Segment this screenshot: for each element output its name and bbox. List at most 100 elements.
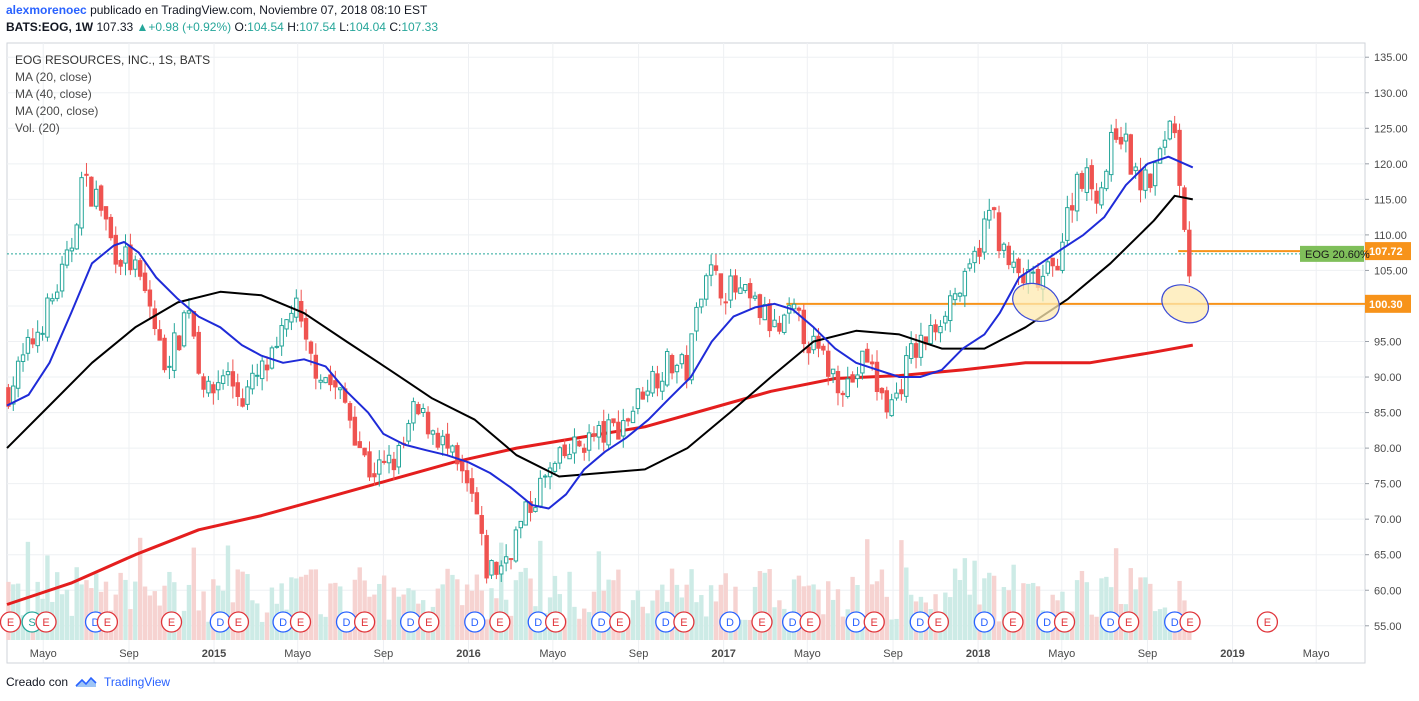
high-label: H: (287, 20, 300, 34)
legend-ma200[interactable]: MA (200, close) (15, 104, 99, 118)
volume-bar (157, 605, 162, 640)
tradingview-link[interactable]: TradingView (104, 675, 171, 689)
candle-body (874, 361, 880, 393)
candle-body (79, 177, 84, 229)
candle-body (220, 375, 226, 384)
volume-bar (103, 581, 109, 640)
volume-bar (142, 586, 148, 640)
candle-body (1118, 136, 1124, 145)
candle-body (879, 387, 885, 394)
chart-frame (6, 42, 1366, 664)
event-marker-label: D (343, 617, 351, 629)
event-marker (544, 611, 567, 633)
event-marker-label: E (1264, 617, 1271, 629)
candle-body (137, 260, 143, 277)
candle-body (586, 432, 592, 451)
candle-body (962, 270, 968, 297)
candle-body (855, 374, 860, 380)
volume-bar (1084, 582, 1090, 640)
candle-body (704, 275, 709, 300)
candle-body (601, 421, 606, 443)
candle-body (928, 324, 933, 345)
volume-bar (313, 569, 319, 640)
candle-body (103, 206, 109, 220)
volume-bar (474, 574, 480, 640)
legend-ma40[interactable]: MA (40, close) (15, 87, 92, 101)
candle-body (557, 447, 563, 464)
candle-body (562, 444, 567, 457)
candle-body (743, 284, 748, 291)
candle-body (1069, 205, 1075, 211)
volume-bar (757, 571, 763, 640)
candle-body (640, 391, 645, 400)
candle-body (74, 224, 79, 250)
volume-bar (640, 606, 645, 640)
volume-bar (611, 580, 616, 640)
level-tag: 107.72 (1369, 246, 1403, 258)
ohlc-line: BATS:EOG, 1W 107.33 ▲+0.98 (+0.92%) O:10… (6, 19, 1406, 36)
event-marker (227, 611, 250, 633)
candle-body (826, 350, 831, 377)
author-link[interactable]: alexmorenoec (6, 3, 87, 17)
volume-bar (850, 576, 855, 640)
legend-ma20[interactable]: MA (20, close) (15, 70, 92, 84)
volume-bar (738, 619, 743, 640)
candle-body (147, 289, 153, 307)
candle-body (157, 329, 162, 341)
volume-bar (884, 596, 889, 640)
candle-body (133, 259, 138, 270)
candle-body (1123, 133, 1129, 142)
candle-body (894, 392, 899, 399)
volume-bar (1011, 564, 1016, 640)
volume-bar (118, 572, 123, 640)
candle-body (503, 556, 509, 564)
candle-body (1148, 173, 1153, 188)
event-marker-label: E (1009, 617, 1016, 629)
candle-body (235, 382, 240, 397)
volume-bar (54, 572, 60, 640)
candle-body (782, 314, 787, 333)
event-marker-label: D (852, 617, 860, 629)
volume-bar (865, 539, 870, 640)
y-tick-label: 70.00 (1374, 514, 1402, 526)
volume-bar (1152, 611, 1158, 640)
volume-bar (298, 576, 304, 640)
candle-body (777, 322, 782, 332)
price-axis[interactable]: 55.00 60.00 65.00 70.00 75.00 80.00 85.00 90.00… (1365, 52, 1408, 633)
y-tick-label: 115.00 (1374, 194, 1407, 206)
volume-bar (752, 586, 758, 640)
volume-bar (255, 603, 260, 640)
legend-vol[interactable]: Vol. (20) (15, 121, 60, 135)
candle-body (279, 325, 284, 347)
event-marker-label: E (1125, 617, 1132, 629)
candle-body (162, 337, 167, 371)
candle-body (1187, 229, 1192, 277)
volume-bar (1026, 583, 1031, 640)
candle-body (460, 461, 465, 472)
candle-body (45, 297, 50, 338)
x-tick-label: Mayo (1048, 648, 1075, 660)
y-tick-label: 55.00 (1374, 621, 1402, 633)
volume-bar (772, 607, 777, 640)
candle-body (172, 332, 177, 371)
event-marker (160, 611, 183, 633)
volume-bar (69, 615, 75, 640)
y-tick-label: 85.00 (1374, 408, 1402, 420)
event-marker (289, 611, 312, 633)
event-marker (489, 611, 511, 633)
event-marker-label: S (28, 617, 35, 629)
time-axis[interactable]: Mayo Sep 2015 Mayo Sep 2016 Mayo Sep 2017 Mayo Sep… (7, 648, 1365, 664)
candle-body (689, 333, 694, 381)
volume-bar (625, 617, 631, 640)
volume-bar (699, 595, 704, 640)
candle-body (425, 411, 431, 435)
volume-bar (635, 590, 641, 640)
candle-body (1133, 166, 1138, 172)
candle-body (469, 478, 475, 494)
candle-body (528, 501, 533, 513)
candle-body (982, 218, 987, 253)
event-marker-label: E (297, 617, 304, 629)
candle-body (752, 295, 758, 299)
